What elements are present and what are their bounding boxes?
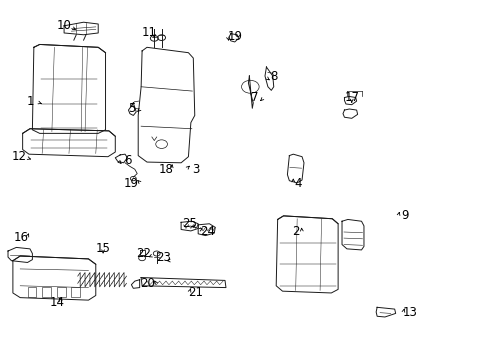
Text: 1: 1: [26, 95, 34, 108]
Bar: [42, 287, 51, 297]
Text: 7: 7: [250, 91, 258, 104]
Text: 19: 19: [123, 177, 139, 190]
Text: 10: 10: [57, 19, 71, 32]
Text: 20: 20: [140, 278, 155, 291]
Text: 17: 17: [344, 91, 359, 104]
Text: 8: 8: [269, 69, 277, 82]
Text: 6: 6: [123, 154, 131, 167]
Bar: [57, 287, 65, 297]
Text: 23: 23: [155, 251, 170, 264]
Bar: [71, 287, 80, 297]
Text: 3: 3: [192, 163, 199, 176]
Text: 5: 5: [127, 102, 135, 115]
Text: 4: 4: [294, 177, 301, 190]
Text: 11: 11: [142, 27, 157, 40]
Text: 12: 12: [12, 150, 27, 163]
Text: 24: 24: [200, 225, 215, 238]
Bar: [27, 287, 36, 297]
Text: 13: 13: [402, 306, 417, 319]
Text: 14: 14: [49, 296, 64, 309]
Text: 15: 15: [96, 242, 110, 255]
Text: 18: 18: [159, 163, 174, 176]
Text: 2: 2: [291, 225, 299, 238]
Text: 9: 9: [401, 210, 408, 222]
Text: 21: 21: [188, 287, 203, 300]
Text: 19: 19: [227, 30, 242, 43]
Text: 16: 16: [14, 231, 29, 244]
Text: 22: 22: [136, 247, 151, 260]
Text: 25: 25: [182, 216, 197, 230]
